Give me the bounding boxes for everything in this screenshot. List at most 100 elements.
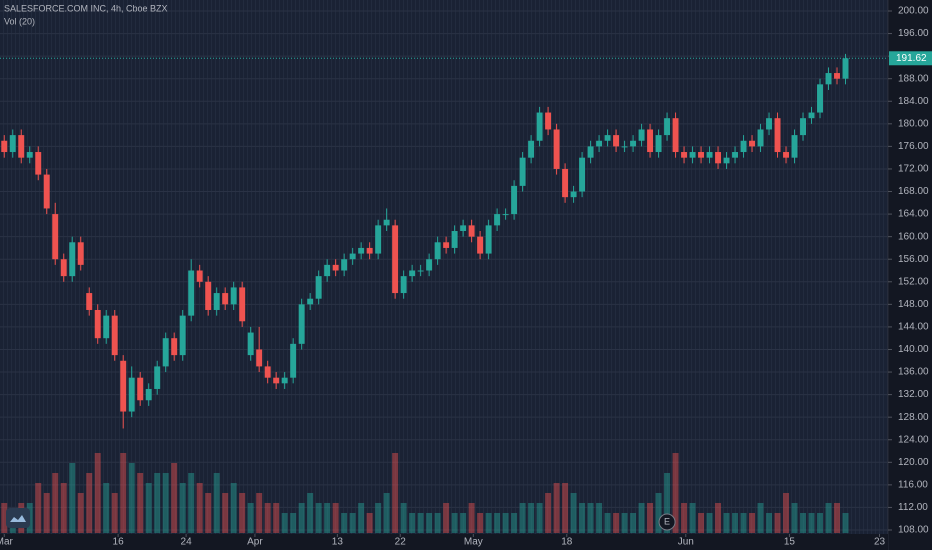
candle-body [154,366,161,389]
x-tick-label: Mar [0,537,14,548]
candle-body [638,129,645,141]
candle-body [808,112,815,119]
volume-bar [43,493,50,533]
volume-bar [60,483,67,533]
y-tick-label: 144.00 [898,322,929,333]
volume-bar [120,453,127,533]
volume-bar [638,503,645,533]
volume-bar [324,503,331,533]
volume-bar [715,503,722,533]
candle-body [791,135,798,158]
volume-bar [290,513,297,533]
candle-body [9,135,16,153]
candle-body [800,118,806,136]
chart-title: SALESFORCE.COM INC, 4h, Cboe BZX [4,3,168,13]
candle-body [400,276,407,294]
candle-body [579,157,586,192]
candle-body [324,264,331,277]
candle-body [587,146,594,158]
candle-body [825,73,832,85]
candle-body [706,152,713,158]
candle-body [817,84,823,113]
volume-bar [256,493,263,533]
candle-body [171,338,178,356]
candle-body [111,315,118,356]
volume-bar [647,503,654,533]
candle-body [281,377,288,384]
volume-bar [205,493,212,533]
volume-bar [77,493,84,533]
volume-bar [800,513,806,533]
candle-body [247,332,254,356]
volume-bar [808,513,815,533]
candle-body [375,225,382,254]
volume-bar [536,503,543,533]
volume-bar [375,503,382,533]
candle-body [723,157,730,164]
y-tick-label: 176.00 [898,141,929,152]
volume-bar [621,513,628,533]
candle-body [596,140,603,147]
volume-bar [579,503,586,533]
y-tick-label: 120.00 [898,457,929,468]
candle-body [52,214,59,260]
candle-body [298,304,305,344]
volume-bar [570,493,577,533]
volume-bar [511,513,518,533]
candle-body [230,287,237,305]
y-tick-label: 152.00 [898,276,929,287]
candle-body [426,259,433,271]
x-tick-label: 24 [181,537,193,548]
candle-body [485,225,492,254]
candle-body [621,146,628,148]
volume-bar [545,493,552,533]
candle-body [103,315,110,339]
last-price-label: 191.62 [896,53,927,64]
volume-bar [196,483,203,533]
candle-body [834,73,840,79]
candle-body [536,112,543,141]
candle-body [451,231,458,248]
candle-body [494,214,501,226]
candle-body [120,360,127,412]
volume-bar [519,503,526,533]
candle-body [570,191,577,198]
volume-bar [383,493,390,533]
y-tick-label: 188.00 [898,73,929,84]
volume-bar [528,503,535,533]
candle-body [443,242,450,248]
volume-bar [349,513,356,533]
volume-bar [817,513,823,533]
volume-bar [553,483,560,533]
volume-bar [111,493,118,533]
volume-bar [749,513,756,533]
volume-bar [273,503,280,533]
x-tick-label: Jun [678,537,694,548]
volume-bar [587,503,594,533]
candle-body [664,118,671,136]
volume-bar [392,453,399,533]
candle-body [545,112,552,130]
candle-body [409,270,416,277]
candle-body [842,58,849,79]
y-tick-label: 160.00 [898,231,929,242]
volume-bar [247,503,254,533]
candle-body [18,135,25,158]
candle-body [392,225,399,294]
y-tick-label: 172.00 [898,164,929,175]
y-tick-label: 164.00 [898,209,929,220]
candle-body [86,293,93,310]
candle-body [239,287,246,322]
y-tick-label: 196.00 [898,28,929,39]
x-tick-label: 18 [561,537,573,548]
candle-body [332,264,339,271]
candle-body [273,377,280,384]
candle-body [740,140,747,153]
volume-bar [672,453,679,533]
candle-body [630,140,637,147]
volume-bar [366,513,373,533]
time-axis-panel [0,534,888,550]
volume-bar [468,503,475,533]
earnings-marker [658,513,676,531]
